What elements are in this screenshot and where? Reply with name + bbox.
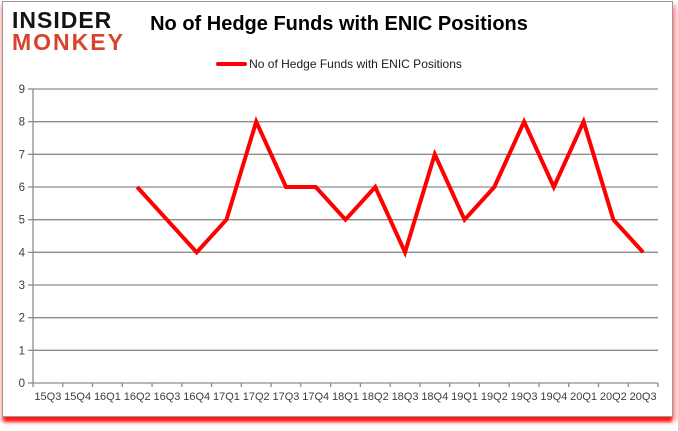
x-axis-tick-label: 17Q2	[243, 391, 270, 403]
legend-line-marker-icon	[216, 62, 248, 66]
y-axis-tick-label: 1	[19, 345, 25, 357]
y-axis-tick-label: 7	[19, 149, 25, 161]
y-axis-tick-label: 6	[19, 182, 25, 194]
series-line	[135, 116, 645, 258]
x-axis-tick-label: 16Q2	[124, 391, 151, 403]
x-axis-tick-label: 19Q4	[540, 391, 567, 403]
x-axis-tick-label: 16Q3	[153, 391, 180, 403]
chart-legend: No of Hedge Funds with ENIC Positions	[0, 57, 678, 71]
insider-monkey-logo: INSIDER MONKEY	[12, 7, 125, 55]
x-axis-tick-label: 18Q4	[421, 391, 448, 403]
y-axis-tick-label: 5	[19, 215, 25, 227]
x-axis-tick-label: 16Q1	[94, 391, 121, 403]
x-axis-tick-label: 20Q1	[570, 391, 597, 403]
x-axis-tick-label: 17Q3	[273, 391, 300, 403]
x-axis-tick-label: 15Q4	[64, 391, 91, 403]
x-axis-tick-label: 19Q2	[481, 391, 508, 403]
x-axis-tick-label: 20Q2	[600, 391, 627, 403]
x-axis-tick-label: 15Q3	[34, 391, 61, 403]
y-axis-tick-label: 2	[19, 313, 25, 325]
x-axis-tick-label: 18Q2	[362, 391, 389, 403]
y-axis-tick-label: 4	[19, 247, 26, 259]
y-axis-tick-label: 0	[19, 378, 25, 390]
y-axis-tick-label: 3	[19, 280, 25, 292]
logo-text-monkey: MONKEY	[12, 29, 125, 55]
x-axis-tick-label: 17Q1	[213, 391, 240, 403]
x-axis-tick-label: 16Q4	[183, 391, 210, 403]
x-axis-tick-label: 18Q3	[392, 391, 419, 403]
x-axis-tick-label: 18Q1	[332, 391, 359, 403]
chart-title: No of Hedge Funds with ENIC Positions	[150, 13, 528, 35]
x-axis-tick-label: 19Q1	[451, 391, 478, 403]
x-axis-tick-label: 19Q3	[511, 391, 538, 403]
y-axis-tick-label: 9	[19, 84, 25, 96]
legend-series-label: No of Hedge Funds with ENIC Positions	[249, 57, 462, 71]
logo-text-insider: INSIDER	[12, 7, 113, 33]
x-axis-tick-label: 20Q3	[630, 391, 657, 403]
x-axis-tick-label: 17Q4	[302, 391, 329, 403]
y-axis-tick-label: 8	[19, 117, 25, 129]
